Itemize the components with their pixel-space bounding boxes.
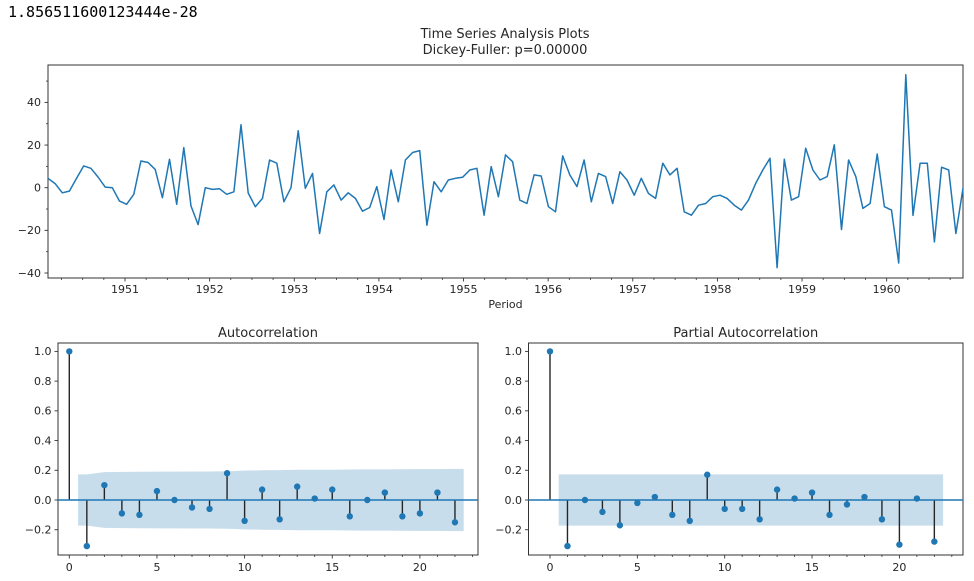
pacf-x-tick-label: 15 [805, 561, 819, 574]
acf-y-tick-label: 1.0 [34, 345, 52, 358]
pacf-x-tick-label: 20 [892, 561, 906, 574]
timeseries-line [47, 73, 964, 269]
pacf-y-tick-label: −0.2 [495, 524, 522, 537]
timeseries-x-tick-label: 1953 [280, 283, 308, 296]
pacf-axes-frame [528, 342, 964, 556]
pacf-marker [791, 495, 798, 502]
pacf-marker [651, 493, 659, 501]
acf-marker [329, 486, 336, 493]
pacf-y-tick-label: 0.4 [505, 434, 523, 447]
acf-axes-frame [57, 342, 479, 556]
pacf-marker [616, 522, 624, 529]
acf-marker [276, 516, 283, 523]
timeseries-axes-frame [47, 64, 964, 279]
pacf-marker [704, 471, 711, 478]
acf-marker [101, 481, 108, 489]
timeseries-y-tick-label: 40 [27, 96, 41, 109]
acf-marker [258, 486, 266, 493]
suptitle-line1: Time Series Analysis Plots [420, 27, 590, 42]
pacf-marker [826, 511, 833, 519]
acf-marker [451, 519, 459, 526]
pacf-marker [564, 542, 571, 550]
acf-title: Autocorrelation [218, 326, 318, 341]
acf-marker [399, 513, 406, 520]
pacf-marker [669, 511, 676, 519]
pacf-x-tick-label: 5 [634, 561, 641, 574]
overlay-scientific-value: 1.856511600123444e-28 [8, 3, 198, 21]
timeseries-x-tick-label: 1954 [365, 283, 393, 296]
pacf-marker [913, 495, 921, 502]
pacf-marker [896, 541, 903, 548]
pacf-marker [634, 499, 641, 507]
acf-y-tick-label: 0.2 [34, 464, 52, 477]
pacf-marker [773, 486, 781, 493]
acf-marker [83, 542, 91, 550]
pacf-y-tick-label: 0.0 [505, 494, 523, 507]
pacf-title: Partial Autocorrelation [673, 326, 818, 341]
acf-y-tick-label: 0.6 [34, 405, 52, 418]
acf-marker [153, 487, 161, 495]
suptitle-line2: Dickey-Fuller: p=0.00000 [422, 43, 588, 58]
timeseries-y-tick-label: −20 [18, 224, 41, 237]
pacf-marker [861, 493, 868, 501]
pacf-marker [808, 489, 816, 496]
acf-x-tick-label: 15 [325, 561, 339, 574]
timeseries-x-tick-label: 1960 [873, 283, 901, 296]
pacf-x-tick-label: 0 [547, 561, 554, 574]
acf-x-tick-label: 10 [238, 561, 252, 574]
timeseries-y-tick-label: 20 [27, 139, 41, 152]
timeseries-y-tick-label: −40 [18, 267, 41, 280]
pacf-marker [878, 516, 886, 523]
acf-marker [416, 510, 424, 517]
acf-marker [118, 510, 126, 517]
acf-marker [66, 348, 73, 355]
acf-x-tick-label: 0 [66, 561, 73, 574]
pacf-marker [721, 505, 728, 513]
acf-marker [171, 496, 178, 504]
acf-marker [311, 495, 318, 502]
pacf-marker [931, 538, 938, 545]
acf-y-tick-label: 0.4 [34, 434, 52, 447]
acf-marker [434, 489, 441, 496]
pacf-y-tick-label: 1.0 [505, 345, 523, 358]
timeseries-x-tick-label: 1956 [534, 283, 562, 296]
timeseries-y-tick-label: 0 [34, 182, 41, 195]
pacf-y-tick-label: 0.2 [505, 464, 523, 477]
acf-marker [188, 504, 196, 511]
timeseries-x-tick-label: 1951 [111, 283, 139, 296]
timeseries-x-tick-label: 1957 [619, 283, 647, 296]
acf-y-tick-label: 0.0 [34, 494, 52, 507]
acf-marker [206, 505, 213, 513]
timeseries-x-tick-label: 1958 [703, 283, 731, 296]
acf-marker [293, 483, 301, 490]
pacf-marker [546, 348, 554, 355]
acf-x-tick-label: 20 [413, 561, 427, 574]
acf-marker [241, 517, 248, 525]
acf-x-tick-label: 5 [153, 561, 160, 574]
acf-marker [223, 470, 231, 477]
timeseries-x-axis-label: Period [488, 298, 522, 311]
pacf-y-tick-label: 0.6 [505, 405, 523, 418]
acf-marker [364, 496, 371, 504]
pacf-marker [599, 508, 606, 516]
timeseries-x-tick-label: 1952 [196, 283, 224, 296]
pacf-marker [686, 517, 693, 525]
timeseries-x-tick-label: 1959 [788, 283, 816, 296]
pacf-y-tick-label: 0.8 [505, 375, 523, 388]
pacf-x-tick-label: 10 [718, 561, 732, 574]
timeseries-x-tick-label: 1955 [450, 283, 478, 296]
acf-marker [381, 489, 389, 496]
acf-marker [346, 513, 353, 520]
acf-marker [136, 511, 143, 519]
pacf-marker [738, 505, 746, 513]
acf-y-tick-label: −0.2 [25, 524, 52, 537]
figure-suptitle: Time Series Analysis Plots Dickey-Fuller… [420, 27, 589, 59]
acf-y-tick-label: 0.8 [34, 375, 52, 388]
pacf-marker [756, 516, 763, 523]
pacf-marker [581, 496, 589, 504]
pacf-marker [843, 501, 851, 508]
